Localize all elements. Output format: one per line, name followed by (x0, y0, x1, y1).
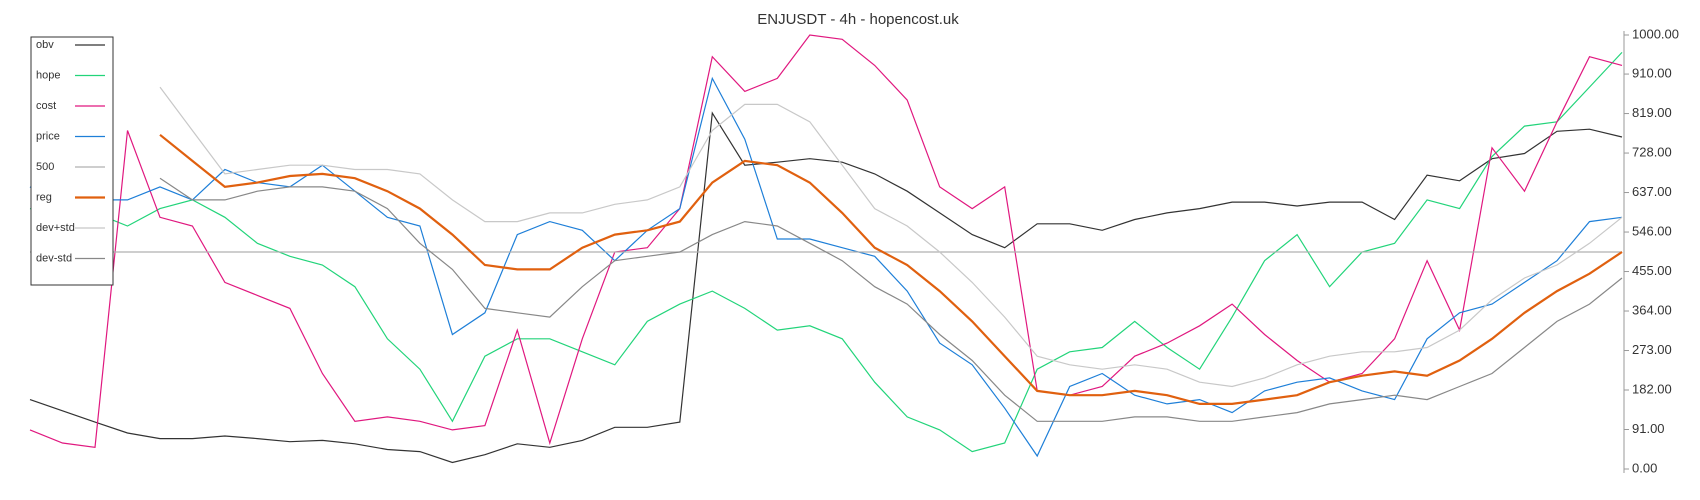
line-series (159, 133, 1623, 405)
y-tick-label: 0.00 (1632, 460, 1657, 475)
line-series (159, 177, 1623, 422)
y-tick-label: 910.00 (1632, 65, 1672, 80)
legend-label: 500 (36, 161, 54, 173)
legend-label: reg (36, 191, 52, 203)
legend-box (30, 36, 114, 286)
line-series (29, 111, 1623, 464)
y-tick-label: 819.00 (1632, 105, 1672, 120)
line-series (159, 86, 1623, 388)
y-tick-label: 546.00 (1632, 223, 1672, 238)
chart-title: ENJUSDT - 4h - hopencost.uk (757, 11, 959, 28)
y-tick-label: 1000.00 (1632, 26, 1679, 41)
y-tick-label: 728.00 (1632, 144, 1672, 159)
legend-label: dev+std (36, 222, 75, 234)
legend-label: cost (36, 100, 56, 112)
y-tick-label: 637.00 (1632, 184, 1672, 199)
line-series (29, 76, 1623, 458)
y-tick-label: 273.00 (1632, 342, 1672, 357)
line-series (29, 34, 1623, 448)
legend-label: dev-std (36, 252, 72, 264)
y-tick-label: 182.00 (1632, 381, 1672, 396)
line-series (29, 51, 1623, 453)
legend-label: obv (36, 39, 54, 51)
y-tick-label: 91.00 (1632, 421, 1665, 436)
y-tick-label: 455.00 (1632, 263, 1672, 278)
legend-label: hope (36, 69, 60, 81)
y-tick-label: 364.00 (1632, 302, 1672, 317)
legend-label: price (36, 130, 60, 142)
